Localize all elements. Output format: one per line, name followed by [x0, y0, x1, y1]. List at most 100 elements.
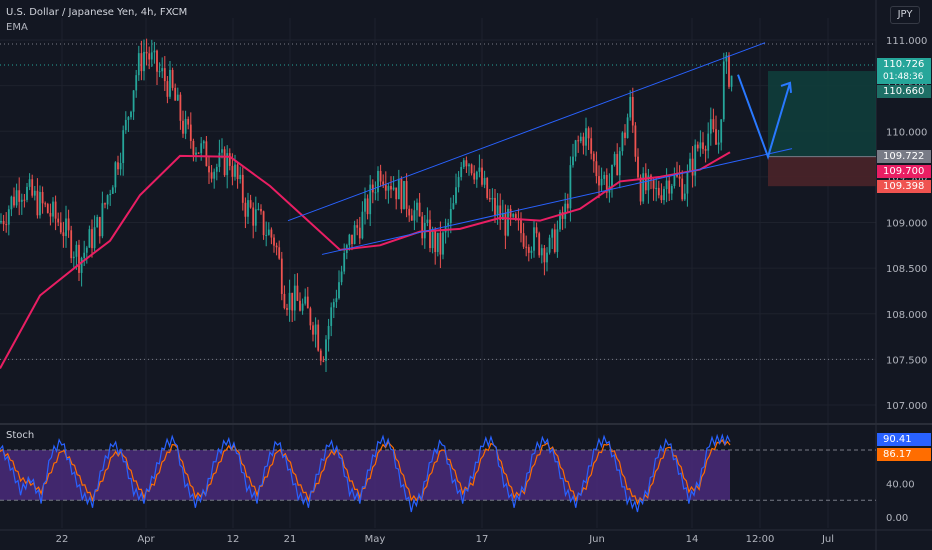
candle-body [153, 50, 156, 53]
candle-body [49, 212, 52, 217]
countdown-tag: 01:48:36 [877, 71, 931, 84]
candle-body [647, 175, 650, 191]
candle-body [208, 166, 210, 173]
candle-body [166, 81, 169, 97]
candle-body [413, 210, 416, 221]
chart-symbol-title[interactable]: U.S. Dollar / Japanese Yen, 4h, FXCM [6, 7, 188, 18]
candle-body [174, 87, 177, 101]
candle-body [291, 292, 294, 311]
candle-body [543, 248, 546, 263]
candle-body [114, 162, 117, 188]
time-axis-label: Jul [821, 534, 834, 545]
candle-body [322, 360, 325, 362]
candle-body [390, 186, 392, 190]
stoch-axis-label: 0.00 [886, 513, 908, 524]
indicator-legend-ema[interactable]: EMA [6, 22, 28, 33]
candle-body [215, 166, 218, 172]
candle-body [122, 130, 125, 164]
candle-body [252, 207, 255, 226]
candle-body [127, 117, 130, 120]
candle-body [392, 187, 395, 190]
candle-body [335, 298, 338, 303]
candle-body [20, 199, 23, 202]
candle-body [702, 142, 704, 150]
candle-body [553, 229, 556, 252]
candle-body [353, 225, 356, 245]
candle-body [85, 247, 88, 253]
stoch-band [0, 450, 730, 501]
candle-body [26, 186, 28, 200]
candle-body [569, 165, 572, 209]
candle-body [397, 178, 400, 200]
candle-body [23, 199, 26, 201]
candle-body [722, 61, 725, 120]
candle-body [382, 181, 385, 185]
candle-body [676, 174, 678, 177]
target-price-tag: 110.660 [877, 85, 931, 98]
candle-body [156, 50, 158, 72]
candle-body [325, 339, 327, 361]
candle-body [364, 198, 366, 212]
candle-body [452, 203, 455, 210]
candle-body [158, 71, 161, 73]
candle-body [600, 178, 603, 186]
candle-body [57, 218, 60, 223]
time-axis-label: May [365, 534, 386, 545]
candle-body [52, 201, 54, 217]
candle-body [234, 164, 236, 177]
candle-body [179, 94, 182, 121]
candle-body [351, 234, 353, 245]
time-axis-label: 12 [227, 534, 240, 545]
stoch-axis-label: 40.00 [886, 480, 915, 491]
price-axis-label: 111.000 [886, 36, 927, 47]
candle-body [171, 69, 174, 88]
candle-body [130, 111, 132, 118]
candle-body [244, 202, 247, 217]
candle-body [46, 204, 49, 213]
candle-body [280, 258, 283, 294]
candle-body [595, 161, 598, 177]
candle-body [561, 212, 564, 219]
candle-body [457, 177, 460, 188]
currency-button[interactable]: JPY [890, 6, 920, 24]
candle-body [327, 325, 330, 340]
candle-body [574, 140, 577, 157]
candle-body [319, 350, 322, 361]
candle-body [559, 212, 561, 230]
indicator-legend-stoch[interactable]: Stoch [6, 430, 35, 441]
candle-body [286, 308, 288, 310]
time-axis-label: 14 [686, 534, 699, 545]
candle-body [301, 303, 304, 311]
candle-body [197, 152, 200, 154]
candle-body [369, 184, 372, 215]
candle-body [460, 166, 463, 178]
profit-zone [768, 71, 876, 157]
candle-body [507, 208, 509, 236]
candle-body [494, 197, 496, 215]
candle-body [226, 153, 229, 176]
candle-body [624, 132, 626, 138]
candle-body [491, 197, 494, 200]
candle-body [400, 178, 403, 210]
candle-body [231, 165, 234, 177]
time-axis-label: 22 [56, 534, 69, 545]
candle-body [267, 229, 270, 235]
candle-body [691, 158, 694, 176]
candle-body [605, 175, 608, 193]
candle-body [0, 220, 2, 223]
candle-body [488, 197, 491, 200]
candle-body [634, 125, 637, 157]
candle-body [530, 250, 533, 253]
candle-body [533, 227, 535, 251]
candle-body [587, 128, 590, 139]
candle-body [496, 205, 499, 215]
candle-body [72, 256, 75, 259]
candle-body [366, 198, 369, 215]
candle-body [145, 51, 148, 54]
time-axis-label: 12:00 [746, 534, 775, 545]
candle-body [668, 180, 671, 194]
candle-body [306, 296, 309, 309]
price-axis-label: 109.500 [886, 173, 927, 184]
candle-body [39, 191, 41, 216]
